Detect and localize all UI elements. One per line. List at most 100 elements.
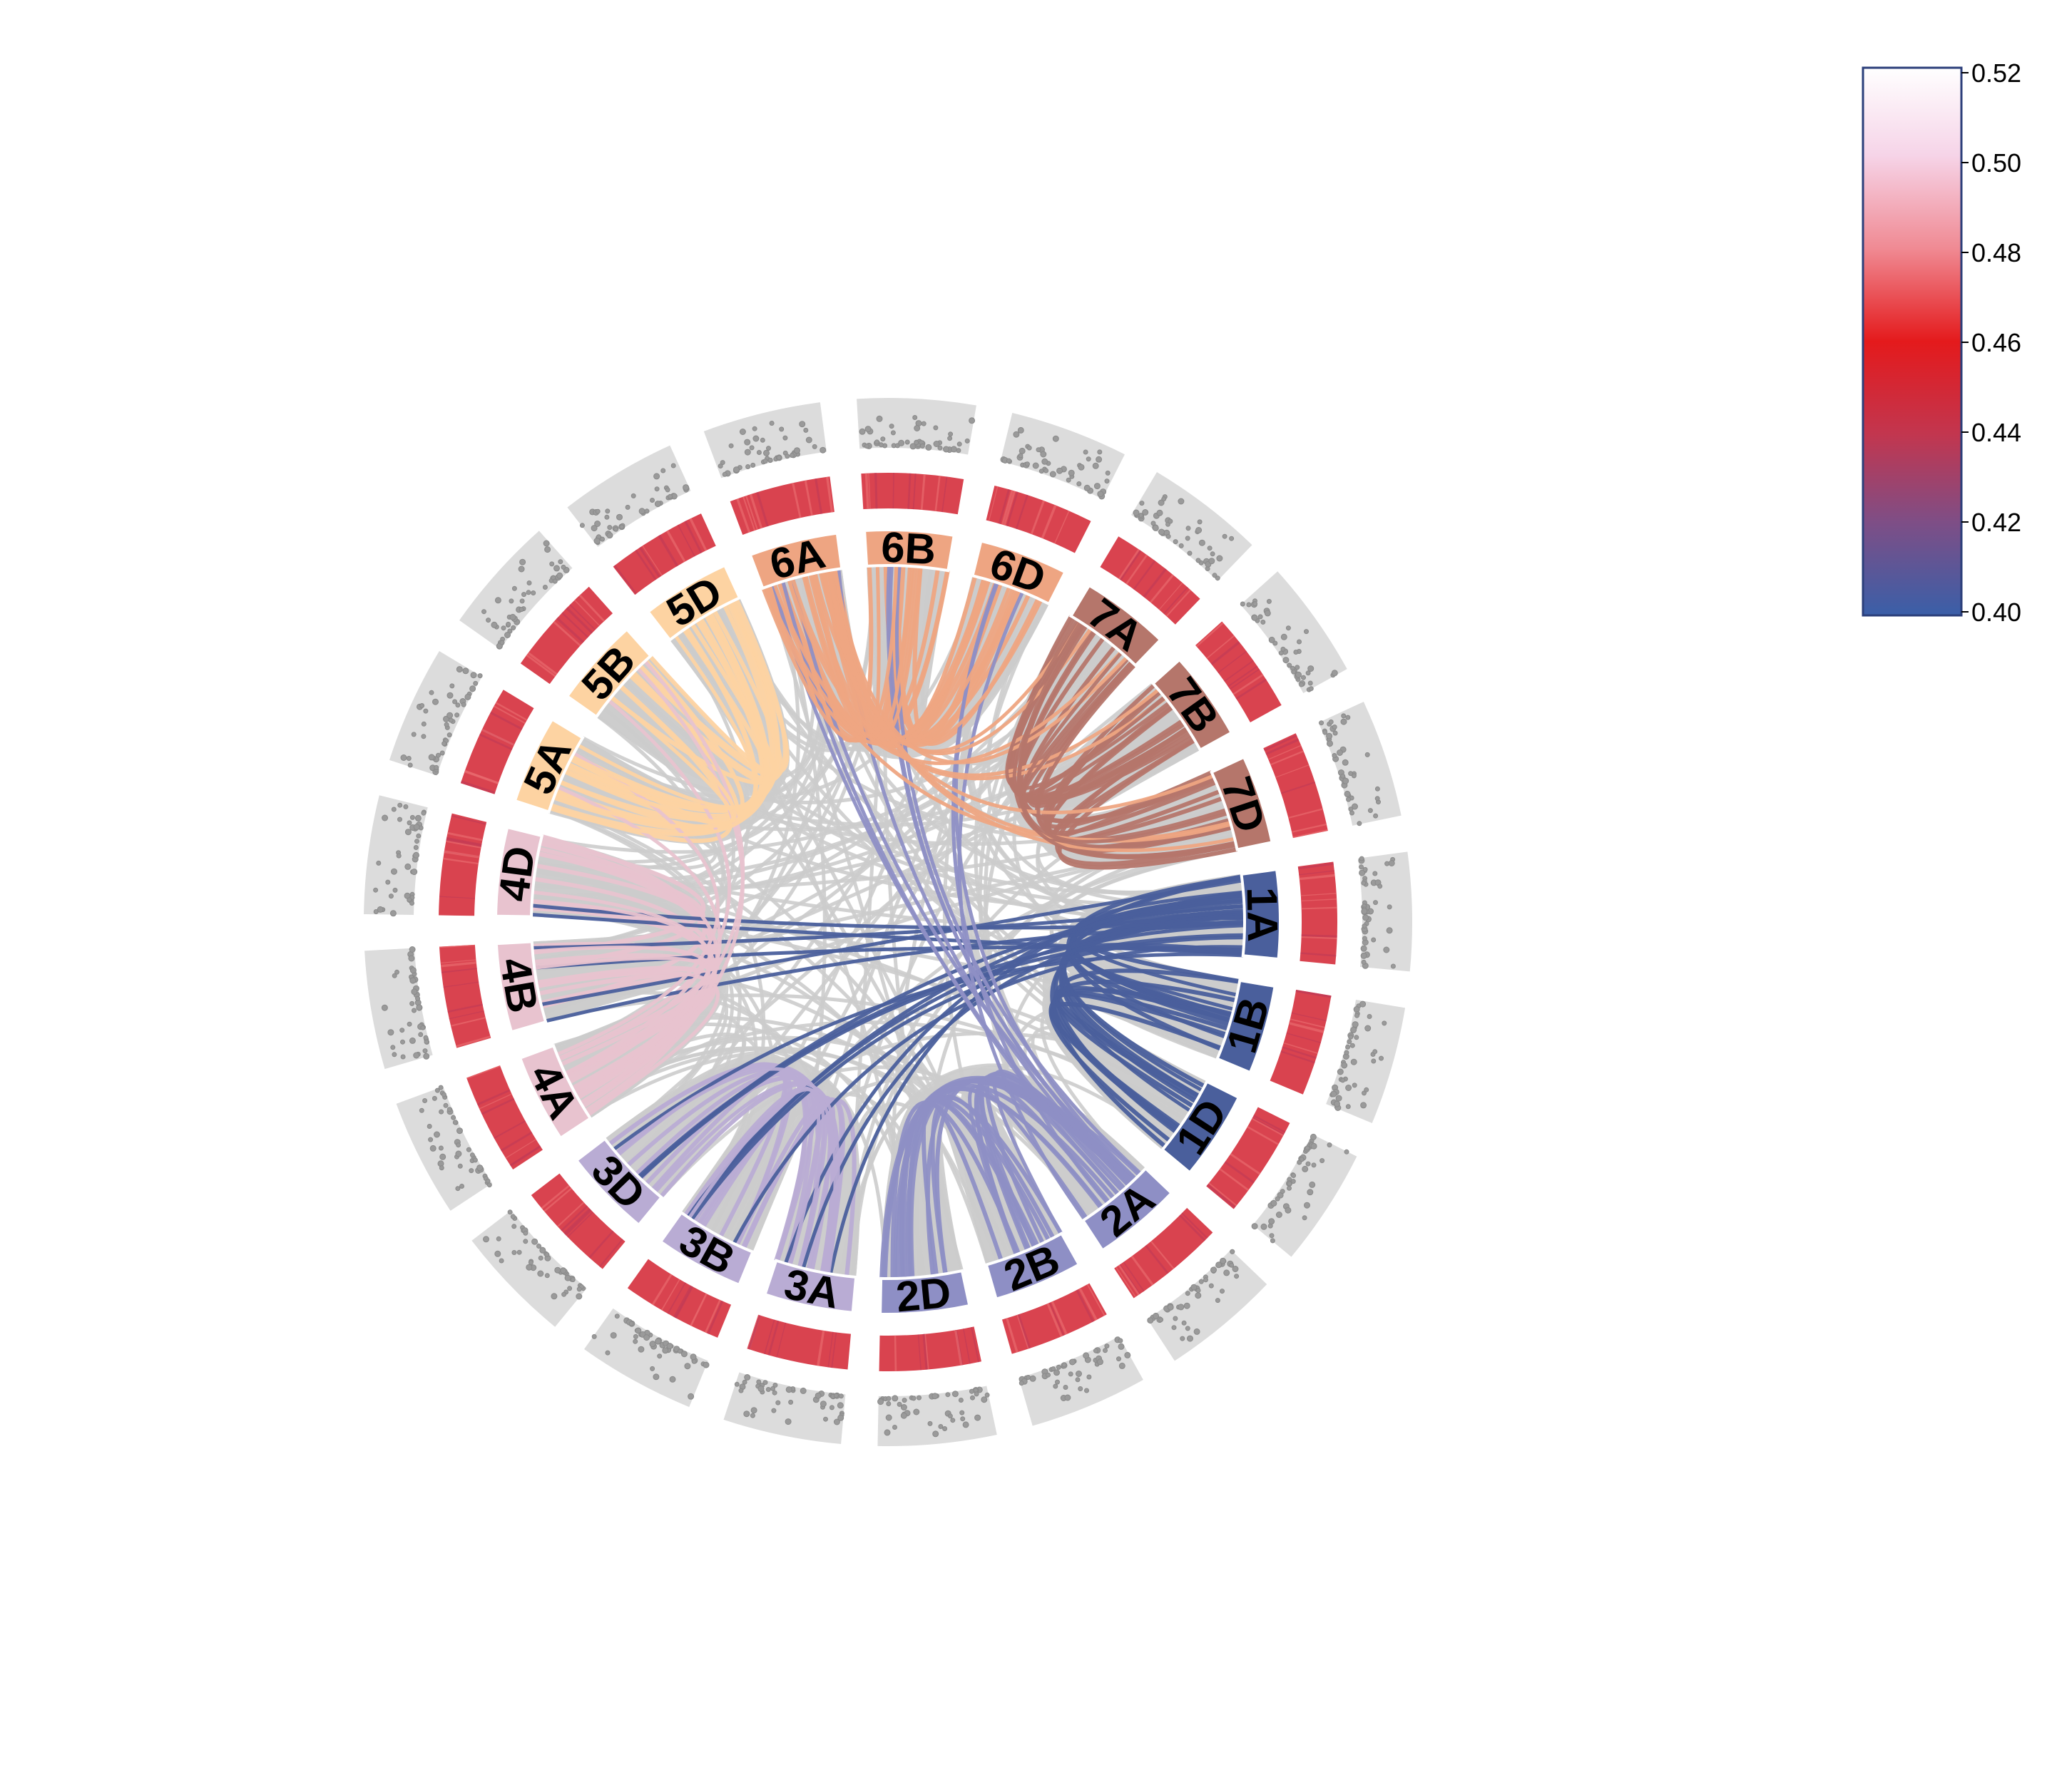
scatter-point xyxy=(1293,650,1299,655)
scatter-point xyxy=(499,640,505,645)
scatter-point xyxy=(614,1314,620,1319)
chromosome-block-3A xyxy=(762,1259,858,1314)
scatter-point xyxy=(536,1244,541,1249)
scatter-point xyxy=(945,1392,951,1398)
heatmap-stripe xyxy=(1288,808,1324,819)
scatter-point xyxy=(962,1421,969,1428)
scatter-point xyxy=(959,1410,965,1415)
scatter-point xyxy=(728,443,734,449)
scatter-point xyxy=(1357,821,1362,826)
heatmap-stripe xyxy=(747,1315,761,1350)
scatter-panel-1B xyxy=(1326,999,1406,1124)
heatmap-stripe xyxy=(917,1334,922,1371)
scatter-point xyxy=(766,446,771,451)
scatter-point xyxy=(669,1376,676,1383)
scatter-point xyxy=(408,955,415,962)
heatmap-stripe xyxy=(460,780,496,794)
scatter-point xyxy=(561,564,566,570)
heatmap-stripe xyxy=(1291,823,1327,833)
scatter-point xyxy=(785,454,790,459)
scatter-point xyxy=(446,692,454,699)
heatmap-stripe xyxy=(1145,1244,1169,1274)
scatter-point xyxy=(1139,501,1145,506)
scatter-point xyxy=(1061,1362,1067,1368)
scatter-point xyxy=(1348,807,1354,812)
scatter-point xyxy=(1069,1358,1076,1366)
scatter-point xyxy=(464,693,471,700)
scatter-point xyxy=(892,1425,897,1430)
scatter-point xyxy=(1270,1238,1275,1244)
heatmap-stripe xyxy=(1227,665,1258,687)
scatter-point xyxy=(1251,1223,1258,1230)
scatter-point xyxy=(1335,1095,1342,1102)
scatter-point xyxy=(1165,533,1171,539)
scatter-point xyxy=(1173,1316,1178,1321)
scatter-point xyxy=(1158,528,1165,536)
scatter-point xyxy=(531,1238,538,1245)
heatmap-stripe xyxy=(874,473,878,509)
scatter-point xyxy=(377,906,384,913)
scatter-point xyxy=(593,538,601,545)
heatmap-stripe xyxy=(707,1301,724,1334)
scatter-point xyxy=(1346,797,1352,802)
scatter-point xyxy=(958,1398,964,1403)
scatter-point xyxy=(1367,808,1373,814)
heatmap-stripe xyxy=(1300,952,1337,957)
scatter-point xyxy=(956,441,962,447)
heatmap-stripe xyxy=(1195,622,1224,647)
scatter-point xyxy=(521,592,526,598)
scatter-point xyxy=(391,807,397,812)
scatter-point xyxy=(1388,860,1395,866)
scatter-point xyxy=(1066,477,1071,483)
scatter-point xyxy=(456,1142,461,1148)
chromosome-label-6B: 6B xyxy=(880,523,937,573)
heatmap-stripe xyxy=(673,1285,693,1319)
scatter-point xyxy=(1190,1284,1198,1291)
heatmap-stripe xyxy=(569,604,596,630)
scatter-point xyxy=(1301,675,1306,680)
heatmap-stripe xyxy=(510,1145,541,1167)
scatter-point xyxy=(812,444,817,449)
heatmap-stripe xyxy=(677,524,695,557)
scatter-point xyxy=(932,1430,939,1438)
heatmap-stripe xyxy=(1290,1018,1325,1028)
scatter-point xyxy=(600,536,605,542)
heatmap-stripe xyxy=(561,612,589,638)
scatter-point xyxy=(1056,467,1063,474)
scatter-point xyxy=(423,1053,430,1060)
scatter-point xyxy=(434,764,439,770)
heatmap-stripe xyxy=(553,620,581,647)
heatmap-stripe xyxy=(892,473,894,509)
scatter-point xyxy=(785,1418,792,1425)
scatter-point xyxy=(434,1087,440,1093)
scatter-point xyxy=(1350,1058,1357,1065)
heatmap-stripe xyxy=(690,1293,708,1326)
cross-link xyxy=(1005,619,1170,791)
heatmap-stripe xyxy=(1119,1264,1141,1295)
heatmap-stripe xyxy=(658,534,679,567)
scatter-point xyxy=(531,590,536,595)
scatter-point xyxy=(1041,458,1048,465)
scatter-point xyxy=(769,421,775,426)
scatter-point xyxy=(1372,1049,1378,1055)
scatter-point xyxy=(1152,524,1159,531)
scatter-point xyxy=(670,463,676,469)
scatter-point xyxy=(1334,1100,1340,1107)
heatmap-stripe xyxy=(1268,744,1302,760)
scatter-point xyxy=(1229,536,1235,541)
heatmap-stripe xyxy=(479,733,513,751)
heatmap-stripe xyxy=(1224,1161,1255,1184)
scatter-point xyxy=(738,1388,744,1393)
scatter-point xyxy=(1319,720,1324,726)
heatmap-stripe xyxy=(971,1326,980,1363)
scatter-point xyxy=(452,699,458,705)
heatmap-stripe xyxy=(1158,582,1183,610)
scatter-point xyxy=(1195,527,1203,533)
scatter-point xyxy=(407,897,412,903)
scatter-point xyxy=(1178,498,1185,505)
heatmap-stripe xyxy=(1001,490,1014,526)
scatter-point xyxy=(1068,469,1075,476)
heatmap-stripe xyxy=(441,968,477,973)
scatter-point xyxy=(1133,509,1140,516)
scatter-point xyxy=(432,1095,437,1101)
